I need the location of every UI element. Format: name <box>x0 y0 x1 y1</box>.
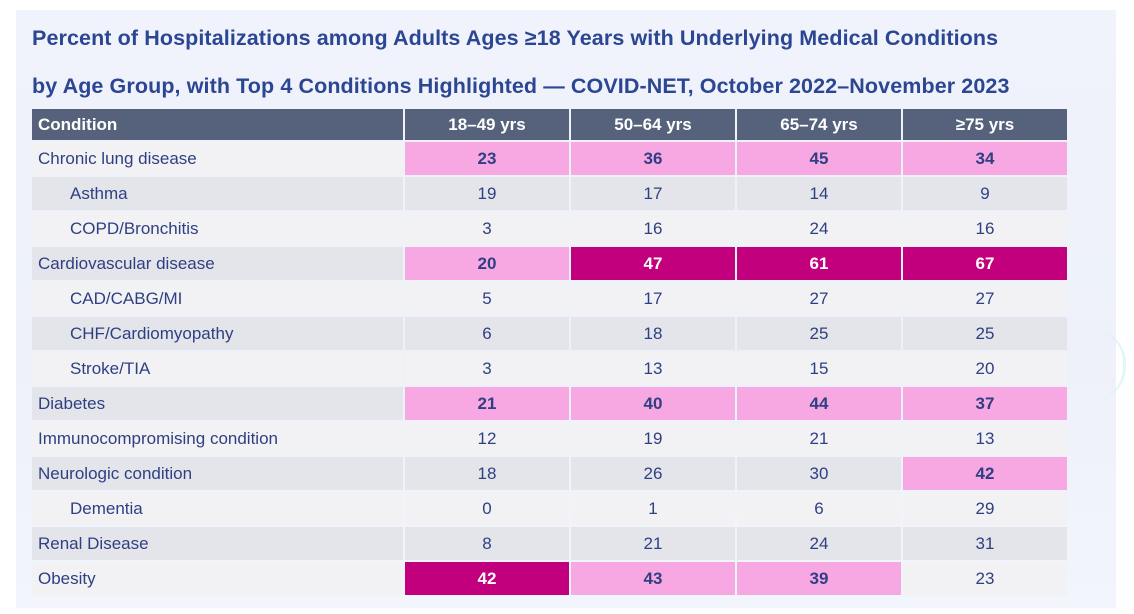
condition-label: CAD/CABG/MI <box>32 282 403 315</box>
column-header-50-64: 50–64 yrs <box>571 109 735 140</box>
table-cell-value: 24 <box>737 212 901 245</box>
table-cell-value: 18 <box>571 317 735 350</box>
table-row: Cardiovascular disease 20 47 61 67 <box>32 247 1067 280</box>
column-header-65-74: 65–74 yrs <box>737 109 901 140</box>
condition-label: Diabetes <box>32 387 403 420</box>
table-row: Chronic lung disease 23 36 45 34 <box>32 142 1067 175</box>
table-cell-value: 26 <box>571 457 735 490</box>
column-header-18-49: 18–49 yrs <box>405 109 569 140</box>
conditions-table: Condition 18–49 yrs 50–64 yrs 65–74 yrs … <box>30 107 1069 597</box>
table-cell-value: 3 <box>405 212 569 245</box>
table-cell-value: 31 <box>903 527 1067 560</box>
table-cell-value: 39 <box>737 562 901 595</box>
table-cell-value: 27 <box>903 282 1067 315</box>
table-cell-value: 16 <box>903 212 1067 245</box>
title-line-2: by Age Group, with Top 4 Conditions High… <box>32 74 1010 98</box>
table-cell-value: 27 <box>737 282 901 315</box>
table-cell-value: 21 <box>571 527 735 560</box>
condition-label: Neurologic condition <box>32 457 403 490</box>
column-header-condition: Condition <box>32 109 403 140</box>
condition-label: Cardiovascular disease <box>32 247 403 280</box>
table-cell-value: 23 <box>405 142 569 175</box>
table-cell-value: 61 <box>737 247 901 280</box>
table-cell-value: 21 <box>737 422 901 455</box>
table-cell-value: 13 <box>903 422 1067 455</box>
table-row: Immunocompromising condition 12 19 21 13 <box>32 422 1067 455</box>
table-cell-value: 13 <box>571 352 735 385</box>
title-line-1: Percent of Hospitalizations among Adults… <box>32 26 999 50</box>
table-cell-value: 17 <box>571 282 735 315</box>
table-cell-value: 12 <box>405 422 569 455</box>
table-cell-value: 20 <box>405 247 569 280</box>
table-cell-value: 6 <box>737 492 901 525</box>
table-row: Obesity 42 43 39 23 <box>32 562 1067 595</box>
table-cell-value: 8 <box>405 527 569 560</box>
table-row: COPD/Bronchitis 3 16 24 16 <box>32 212 1067 245</box>
condition-label: Dementia <box>32 492 403 525</box>
table-cell-value: 5 <box>405 282 569 315</box>
table-cell-value: 44 <box>737 387 901 420</box>
condition-label: Asthma <box>32 177 403 210</box>
table-cell-value: 18 <box>405 457 569 490</box>
table-cell-value: 30 <box>737 457 901 490</box>
table-cell-value: 9 <box>903 177 1067 210</box>
table-row: CHF/Cardiomyopathy 6 18 25 25 <box>32 317 1067 350</box>
condition-label: Stroke/TIA <box>32 352 403 385</box>
column-header-75-plus: ≥75 yrs <box>903 109 1067 140</box>
table-cell-value: 24 <box>737 527 901 560</box>
table-row: Stroke/TIA 3 13 15 20 <box>32 352 1067 385</box>
condition-label: Chronic lung disease <box>32 142 403 175</box>
table-cell-value: 19 <box>405 177 569 210</box>
table-cell-value: 42 <box>903 457 1067 490</box>
table-cell-value: 23 <box>903 562 1067 595</box>
table-row: Asthma 19 17 14 9 <box>32 177 1067 210</box>
condition-label: Obesity <box>32 562 403 595</box>
table-cell-value: 25 <box>903 317 1067 350</box>
decorative-chevron <box>1093 330 1126 400</box>
table-cell-value: 47 <box>571 247 735 280</box>
table-cell-value: 3 <box>405 352 569 385</box>
table-cell-value: 67 <box>903 247 1067 280</box>
table-cell-value: 37 <box>903 387 1067 420</box>
table-cell-value: 1 <box>571 492 735 525</box>
condition-label: CHF/Cardiomyopathy <box>32 317 403 350</box>
table-cell-value: 15 <box>737 352 901 385</box>
table-cell-value: 16 <box>571 212 735 245</box>
condition-label: Renal Disease <box>32 527 403 560</box>
table-cell-value: 19 <box>571 422 735 455</box>
table-cell-value: 14 <box>737 177 901 210</box>
table-cell-value: 40 <box>571 387 735 420</box>
table-row: Diabetes 21 40 44 37 <box>32 387 1067 420</box>
table-cell-value: 25 <box>737 317 901 350</box>
table-cell-value: 29 <box>903 492 1067 525</box>
table-cell-value: 21 <box>405 387 569 420</box>
table-row: CAD/CABG/MI 5 17 27 27 <box>32 282 1067 315</box>
table-cell-value: 42 <box>405 562 569 595</box>
table-cell-value: 36 <box>571 142 735 175</box>
table-row: Dementia 0 1 6 29 <box>32 492 1067 525</box>
condition-label: Immunocompromising condition <box>32 422 403 455</box>
table-cell-value: 6 <box>405 317 569 350</box>
table-cell-value: 20 <box>903 352 1067 385</box>
table-row: Neurologic condition 18 26 30 42 <box>32 457 1067 490</box>
header-row: Condition 18–49 yrs 50–64 yrs 65–74 yrs … <box>32 109 1067 140</box>
table-cell-value: 0 <box>405 492 569 525</box>
table-row: Renal Disease 8 21 24 31 <box>32 527 1067 560</box>
condition-label: COPD/Bronchitis <box>32 212 403 245</box>
chart-title: Percent of Hospitalizations among Adults… <box>32 14 1112 110</box>
table-cell-value: 45 <box>737 142 901 175</box>
table-cell-value: 34 <box>903 142 1067 175</box>
table-cell-value: 43 <box>571 562 735 595</box>
table-cell-value: 17 <box>571 177 735 210</box>
